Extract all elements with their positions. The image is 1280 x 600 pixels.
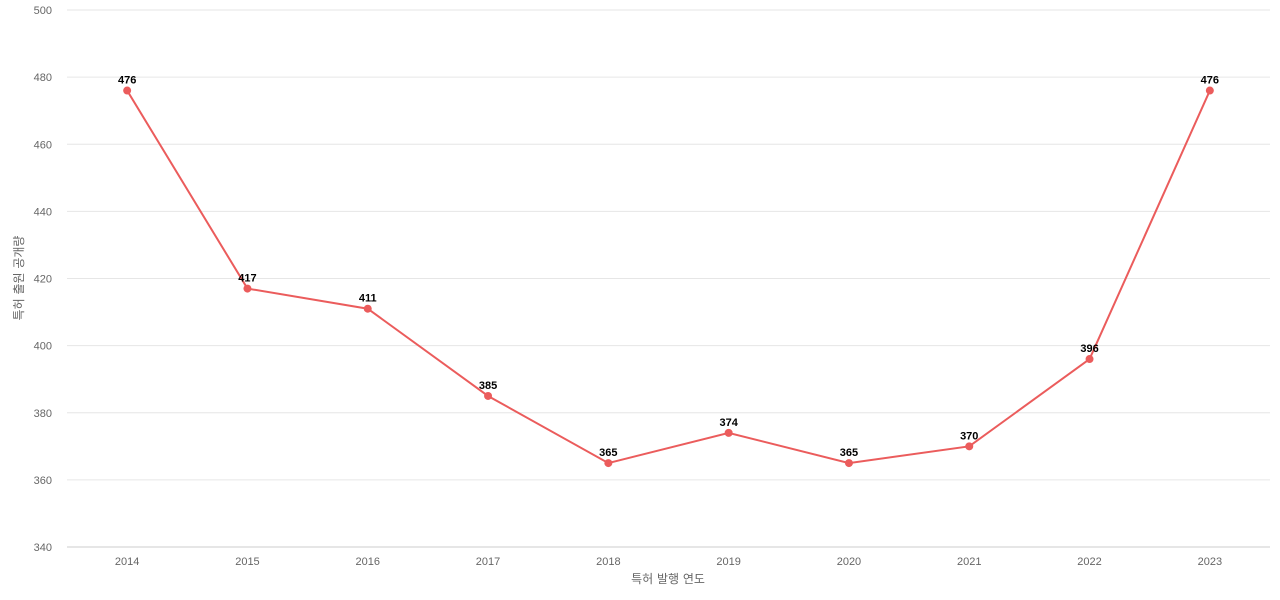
data-label: 396	[1080, 343, 1098, 355]
data-label: 476	[1201, 75, 1219, 87]
data-point[interactable]	[965, 442, 974, 451]
y-axis-ticks: 340 360 380 400 420 440 460 480 500	[34, 5, 52, 554]
data-point[interactable]	[123, 86, 132, 95]
data-label: 411	[359, 293, 377, 305]
x-tick-label: 2020	[837, 556, 861, 568]
y-tick-label: 480	[34, 72, 52, 84]
x-tick-label: 2014	[115, 556, 139, 568]
data-label: 385	[479, 380, 497, 392]
x-axis-title: 특허 발행 연도	[631, 571, 705, 586]
series-line	[126, 90, 1211, 465]
y-tick-label: 400	[34, 341, 52, 353]
data-point[interactable]	[1205, 86, 1214, 95]
y-tick-label: 340	[34, 542, 52, 554]
data-point[interactable]	[243, 284, 252, 293]
x-tick-label: 2021	[957, 556, 981, 568]
y-tick-label: 360	[34, 475, 52, 487]
x-tick-label: 2019	[716, 556, 740, 568]
grid-lines	[67, 9, 1270, 548]
data-point[interactable]	[484, 391, 493, 400]
data-label: 374	[719, 417, 738, 429]
y-tick-label: 460	[34, 139, 52, 151]
data-label: 365	[840, 447, 858, 459]
x-axis-ticks: 2014 2015 2016 2017 2018 2019 2020 2021 2022 2023	[115, 556, 1222, 568]
data-labels: 476 417 411 385 365 374 365 370 396 476	[118, 75, 1219, 460]
x-tick-label: 2018	[596, 556, 620, 568]
data-label: 365	[599, 447, 617, 459]
x-tick-label: 2017	[476, 556, 500, 568]
data-point[interactable]	[1085, 355, 1094, 364]
y-tick-label: 420	[34, 274, 52, 286]
x-tick-label: 2023	[1198, 556, 1222, 568]
y-tick-label: 440	[34, 206, 52, 218]
data-label: 370	[960, 430, 978, 442]
data-point[interactable]	[363, 304, 372, 313]
series-group	[123, 86, 1214, 468]
y-tick-label: 380	[34, 408, 52, 420]
y-axis-title: 특허 출원 공개량	[12, 236, 26, 321]
x-tick-label: 2015	[235, 556, 259, 568]
data-point[interactable]	[844, 459, 853, 468]
x-tick-label: 2016	[356, 556, 380, 568]
y-tick-label: 500	[34, 5, 52, 17]
data-label: 476	[118, 75, 136, 87]
x-tick-label: 2022	[1077, 556, 1101, 568]
data-point[interactable]	[724, 428, 733, 437]
data-point[interactable]	[604, 459, 613, 468]
data-label: 417	[238, 273, 256, 285]
